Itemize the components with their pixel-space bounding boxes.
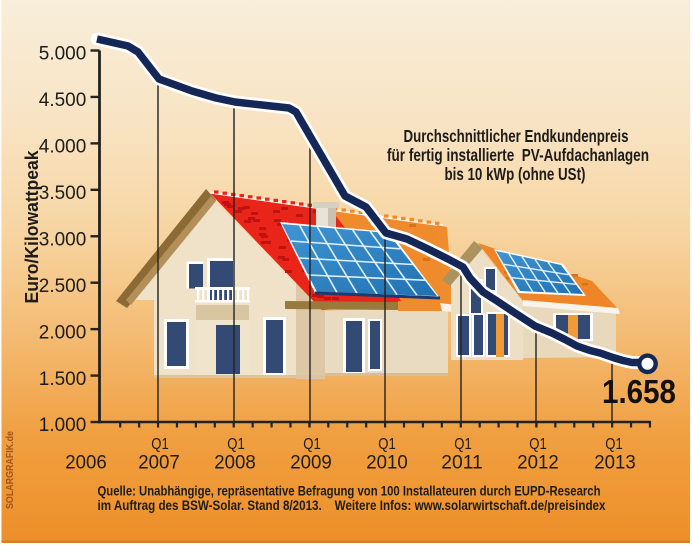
svg-text:im Auftrag des BSW-Solar. Stan: im Auftrag des BSW-Solar. Stand 8/2013. …: [98, 498, 606, 513]
svg-text:Q1: Q1: [303, 436, 321, 453]
svg-text:3.000: 3.000: [39, 228, 87, 250]
svg-text:Euro/Kilowattpeak: Euro/Kilowattpeak: [21, 150, 42, 304]
svg-text:2011: 2011: [441, 452, 483, 474]
svg-text:für fertig installierte PV-Au: für fertig installierte PV-Aufdachanlage…: [387, 145, 649, 165]
svg-text:2012: 2012: [517, 452, 559, 474]
svg-text:2008: 2008: [214, 452, 256, 474]
svg-text:Q1: Q1: [454, 436, 472, 453]
svg-text:1.500: 1.500: [39, 368, 87, 390]
svg-text:1.658: 1.658: [602, 373, 676, 410]
svg-text:2007: 2007: [138, 452, 180, 474]
svg-text:2006: 2006: [65, 452, 107, 474]
svg-text:5.000: 5.000: [39, 43, 87, 65]
svg-text:Q1: Q1: [227, 436, 245, 453]
svg-text:Quelle: Unabhängige, repräsent: Quelle: Unabhängige, repräsentative Befr…: [98, 484, 601, 499]
svg-text:2.500: 2.500: [39, 275, 87, 297]
svg-text:Q1: Q1: [529, 436, 547, 453]
svg-text:4.500: 4.500: [39, 89, 87, 111]
svg-text:2.000: 2.000: [39, 321, 87, 343]
svg-text:2013: 2013: [594, 452, 636, 474]
svg-text:SOLARGRAFIK.de: SOLARGRAFIK.de: [4, 431, 16, 509]
svg-text:1.000: 1.000: [39, 414, 87, 436]
svg-text:2009: 2009: [290, 452, 332, 474]
svg-text:bis 10 kWp (ohne USt): bis 10 kWp (ohne USt): [445, 164, 586, 184]
svg-text:Q1: Q1: [378, 436, 396, 453]
svg-text:Q1: Q1: [605, 436, 623, 453]
svg-text:4.000: 4.000: [39, 136, 87, 158]
svg-text:Q1: Q1: [151, 436, 169, 453]
svg-text:2010: 2010: [366, 452, 408, 474]
svg-text:Durchschnittlicher Endkundenpr: Durchschnittlicher Endkundenpreis: [404, 126, 629, 146]
svg-text:3.500: 3.500: [39, 182, 87, 204]
